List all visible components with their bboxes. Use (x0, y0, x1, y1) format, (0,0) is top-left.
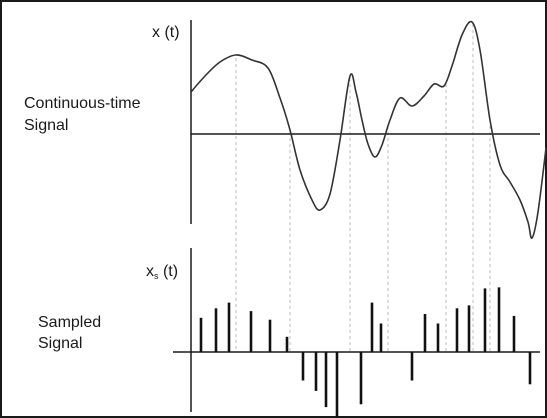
sampling-guide-lines (235, 24, 491, 352)
sampled-signal-label-line1: Sampled (38, 314, 102, 331)
continuous-signal-symbol: x (t) (152, 24, 180, 41)
sampled-signal-label-line2: Signal (38, 335, 83, 352)
sampled-signal-symbol: xs (t) (146, 263, 179, 281)
continuous-signal-curve (190, 20, 547, 239)
sample-stems (199, 287, 532, 418)
continuous-time-label-line2: Signal (24, 117, 69, 134)
continuous-time-label-line1: Continuous-time (24, 95, 141, 112)
